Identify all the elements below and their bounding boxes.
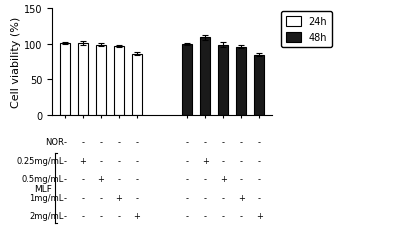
Text: -: -	[99, 138, 102, 146]
Bar	[218, 45, 228, 116]
Text: -: -	[186, 212, 189, 220]
Text: 0.25mg/mL: 0.25mg/mL	[16, 156, 64, 165]
Text: +: +	[220, 175, 227, 183]
Bar	[182, 45, 192, 116]
Text: 2mg/mL: 2mg/mL	[29, 212, 64, 220]
Text: -: -	[222, 156, 225, 165]
Text: -: -	[99, 193, 102, 202]
Text: -: -	[222, 193, 225, 202]
Text: -: -	[63, 193, 66, 202]
Text: +: +	[97, 175, 104, 183]
Text: +: +	[238, 193, 245, 202]
Bar	[200, 38, 210, 116]
Legend: 24h, 48h: 24h, 48h	[281, 12, 332, 48]
Text: -: -	[258, 156, 261, 165]
Text: +: +	[115, 193, 122, 202]
Text: +: +	[133, 212, 140, 220]
Bar	[60, 44, 70, 116]
Bar	[114, 47, 124, 116]
Text: -: -	[186, 175, 189, 183]
Bar	[132, 55, 142, 116]
Text: -: -	[135, 156, 138, 165]
Text: -: -	[99, 156, 102, 165]
Text: -: -	[186, 138, 189, 146]
Text: -: -	[135, 175, 138, 183]
Text: -: -	[81, 212, 84, 220]
Text: -: -	[135, 193, 138, 202]
Text: +: +	[79, 156, 86, 165]
Bar	[236, 48, 246, 116]
Text: -: -	[204, 175, 207, 183]
Text: -: -	[258, 175, 261, 183]
Text: -: -	[186, 193, 189, 202]
Text: -: -	[258, 138, 261, 146]
Text: -: -	[81, 138, 84, 146]
Text: +: +	[256, 212, 263, 220]
Bar	[78, 44, 88, 116]
Text: +: +	[202, 156, 209, 165]
Text: -: -	[204, 212, 207, 220]
Text: -: -	[204, 193, 207, 202]
Text: -: -	[117, 138, 120, 146]
Bar	[254, 55, 264, 116]
Text: -: -	[222, 138, 225, 146]
Text: 1mg/mL: 1mg/mL	[29, 193, 64, 202]
Text: -: -	[240, 138, 243, 146]
Text: NOR: NOR	[45, 138, 64, 146]
Text: -: -	[222, 212, 225, 220]
Text: -: -	[63, 175, 66, 183]
Text: -: -	[99, 212, 102, 220]
Text: -: -	[240, 175, 243, 183]
Text: -: -	[204, 138, 207, 146]
Bar	[96, 45, 106, 116]
Text: -: -	[63, 156, 66, 165]
Text: -: -	[81, 175, 84, 183]
Y-axis label: Cell viability (%): Cell viability (%)	[11, 17, 21, 108]
Text: -: -	[240, 212, 243, 220]
Text: -: -	[117, 175, 120, 183]
Text: 0.5mg/mL: 0.5mg/mL	[22, 175, 64, 183]
Text: -: -	[63, 212, 66, 220]
Text: -: -	[117, 212, 120, 220]
Text: -: -	[117, 156, 120, 165]
Text: -: -	[186, 156, 189, 165]
Text: -: -	[258, 193, 261, 202]
Text: -: -	[63, 138, 66, 146]
Text: -: -	[240, 156, 243, 165]
Text: MLF: MLF	[34, 184, 52, 193]
Text: -: -	[135, 138, 138, 146]
Text: -: -	[81, 193, 84, 202]
